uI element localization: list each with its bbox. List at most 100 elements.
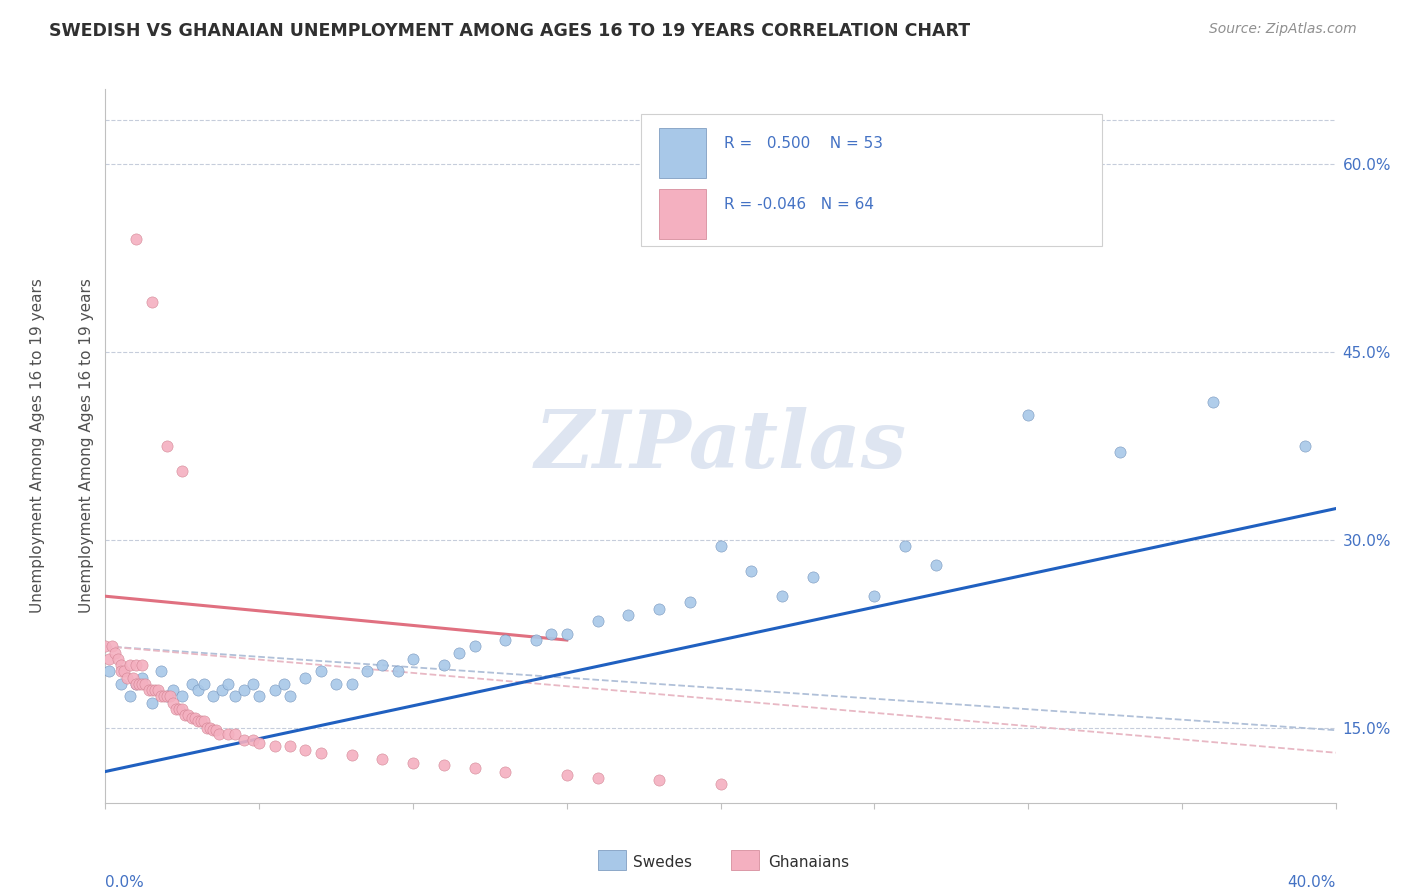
Point	[131, 658, 153, 673]
Point	[141, 683, 163, 698]
Point	[128, 677, 150, 691]
Point	[110, 665, 132, 679]
Point	[740, 564, 762, 578]
Point	[232, 733, 254, 747]
Point	[801, 570, 824, 584]
Point	[159, 690, 181, 704]
Point	[187, 714, 209, 729]
Point	[524, 633, 547, 648]
Point	[433, 758, 456, 772]
Point	[162, 683, 184, 698]
Point	[863, 589, 886, 603]
Point	[586, 771, 609, 785]
Point	[172, 702, 194, 716]
Point	[224, 727, 246, 741]
Point	[218, 677, 240, 691]
Point	[402, 652, 425, 666]
Point	[494, 764, 516, 779]
Point	[193, 714, 215, 729]
Point	[183, 711, 205, 725]
Text: Ghanaians: Ghanaians	[768, 855, 849, 870]
Point	[278, 739, 301, 754]
Point	[134, 677, 156, 691]
Point	[340, 748, 363, 763]
Point	[273, 677, 295, 691]
Point	[202, 690, 225, 704]
Text: R = -0.046   N = 64: R = -0.046 N = 64	[724, 197, 875, 212]
Point	[115, 671, 138, 685]
Point	[325, 677, 347, 691]
Point	[340, 677, 363, 691]
Point	[146, 683, 169, 698]
Point	[1017, 408, 1039, 422]
Point	[153, 690, 176, 704]
Point	[710, 539, 733, 553]
Point	[112, 665, 135, 679]
Point	[247, 690, 270, 704]
Point	[141, 696, 163, 710]
Text: Unemployment Among Ages 16 to 19 years: Unemployment Among Ages 16 to 19 years	[31, 278, 45, 614]
Point	[172, 464, 194, 478]
Point	[208, 727, 231, 741]
Point	[172, 690, 194, 704]
Point	[125, 677, 148, 691]
Point	[97, 665, 120, 679]
FancyBboxPatch shape	[641, 114, 1102, 246]
Point	[174, 708, 197, 723]
Y-axis label: Unemployment Among Ages 16 to 19 years: Unemployment Among Ages 16 to 19 years	[79, 278, 94, 614]
Point	[180, 677, 202, 691]
Text: ZIPatlas: ZIPatlas	[534, 408, 907, 484]
Point	[177, 708, 200, 723]
Point	[125, 677, 148, 691]
Point	[218, 727, 240, 741]
Point	[247, 736, 270, 750]
Point	[156, 690, 179, 704]
Point	[104, 646, 127, 660]
Point	[125, 658, 148, 673]
Point	[555, 768, 578, 782]
Point	[586, 614, 609, 628]
Point	[770, 589, 793, 603]
Point	[195, 721, 218, 735]
Point	[464, 640, 486, 654]
Point	[193, 677, 215, 691]
Text: 0.0%: 0.0%	[105, 875, 145, 890]
Point	[679, 595, 702, 609]
Point	[263, 683, 285, 698]
Point	[198, 721, 221, 735]
Point	[205, 723, 228, 738]
Point	[156, 439, 179, 453]
Text: 40.0%: 40.0%	[1288, 875, 1336, 890]
Point	[156, 690, 179, 704]
Point	[187, 683, 209, 698]
Point	[122, 671, 145, 685]
Point	[143, 683, 166, 698]
Point	[402, 756, 425, 770]
Point	[371, 752, 394, 766]
Point	[94, 640, 117, 654]
Point	[263, 739, 285, 754]
Point	[433, 658, 456, 673]
Point	[894, 539, 917, 553]
Point	[1201, 395, 1223, 409]
Point	[494, 633, 516, 648]
Point	[110, 677, 132, 691]
Point	[131, 671, 153, 685]
Point	[202, 723, 225, 738]
Point	[242, 677, 264, 691]
Point	[138, 683, 160, 698]
Point	[180, 711, 202, 725]
Point	[309, 665, 332, 679]
Point	[149, 690, 172, 704]
Point	[617, 607, 640, 622]
Point	[309, 746, 332, 760]
Point	[925, 558, 948, 572]
Point	[387, 665, 409, 679]
Point	[97, 652, 120, 666]
Bar	[659, 128, 706, 178]
Point	[169, 702, 191, 716]
Point	[464, 761, 486, 775]
Text: Source: ZipAtlas.com: Source: ZipAtlas.com	[1209, 22, 1357, 37]
Point	[555, 627, 578, 641]
Point	[141, 295, 163, 310]
